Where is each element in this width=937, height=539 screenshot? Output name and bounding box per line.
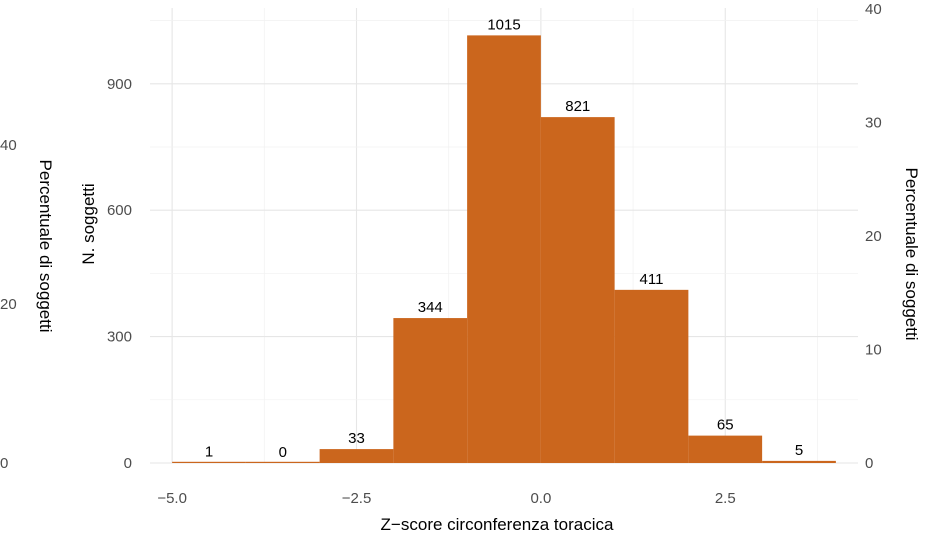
y-axis-title: N. soggetti	[79, 183, 98, 264]
y-tick-label: 600	[107, 202, 132, 219]
left-secondary-tick-label: 20	[0, 296, 17, 313]
histogram-bar	[762, 460, 836, 463]
bar-count-label: 65	[717, 417, 734, 434]
bar-count-label: 821	[565, 98, 590, 115]
right-axis-ticks: 0 10 20 30 40	[865, 1, 882, 472]
histogram-bar	[393, 318, 468, 463]
right-tick-label: 40	[865, 1, 882, 18]
y-tick-label: 900	[107, 76, 132, 93]
bar-count-label: 1015	[487, 16, 520, 33]
y-tick-label: 0	[124, 455, 132, 472]
histogram-bar	[614, 289, 689, 463]
x-axis-ticks: −5.0 −2.5 0.0 2.5	[157, 490, 735, 507]
histogram-bar	[540, 117, 615, 464]
right-tick-label: 30	[865, 114, 882, 131]
right-tick-label: 10	[865, 341, 882, 358]
y-axis-ticks: 0 300 600 900	[107, 76, 132, 472]
x-tick-label: 2.5	[715, 490, 736, 507]
x-axis-title: Z−score circonferenza toracica	[381, 515, 614, 534]
y-tick-label: 300	[107, 329, 132, 346]
histogram-bar	[688, 435, 763, 463]
x-tick-label: −2.5	[342, 490, 372, 507]
left-secondary-axis-title: Percentuale di soggetti	[36, 160, 55, 333]
histogram-bar	[467, 35, 541, 464]
bar-labels: 1 0 33 344 1015 821 411 65 5	[205, 16, 803, 461]
bar-count-label: 1	[205, 444, 213, 461]
right-tick-label: 0	[865, 455, 873, 472]
bar-count-label: 5	[795, 442, 803, 459]
left-secondary-axis-ticks: 0 20 40	[0, 137, 17, 472]
histogram-bar	[245, 461, 320, 463]
right-tick-label: 20	[865, 228, 882, 245]
bars	[172, 35, 836, 464]
left-secondary-tick-label: 40	[0, 137, 17, 154]
x-tick-label: −5.0	[157, 490, 187, 507]
bar-count-label: 411	[640, 271, 664, 288]
bar-count-label: 344	[418, 299, 443, 316]
histogram-bar	[319, 449, 394, 463]
left-secondary-tick-label: 0	[0, 455, 8, 472]
bar-count-label: 33	[348, 430, 365, 447]
histogram-bar	[172, 461, 246, 463]
right-axis-title: Percentuale di soggetti	[902, 168, 921, 341]
bar-count-label: 0	[279, 444, 287, 461]
x-tick-label: 0.0	[530, 490, 551, 507]
